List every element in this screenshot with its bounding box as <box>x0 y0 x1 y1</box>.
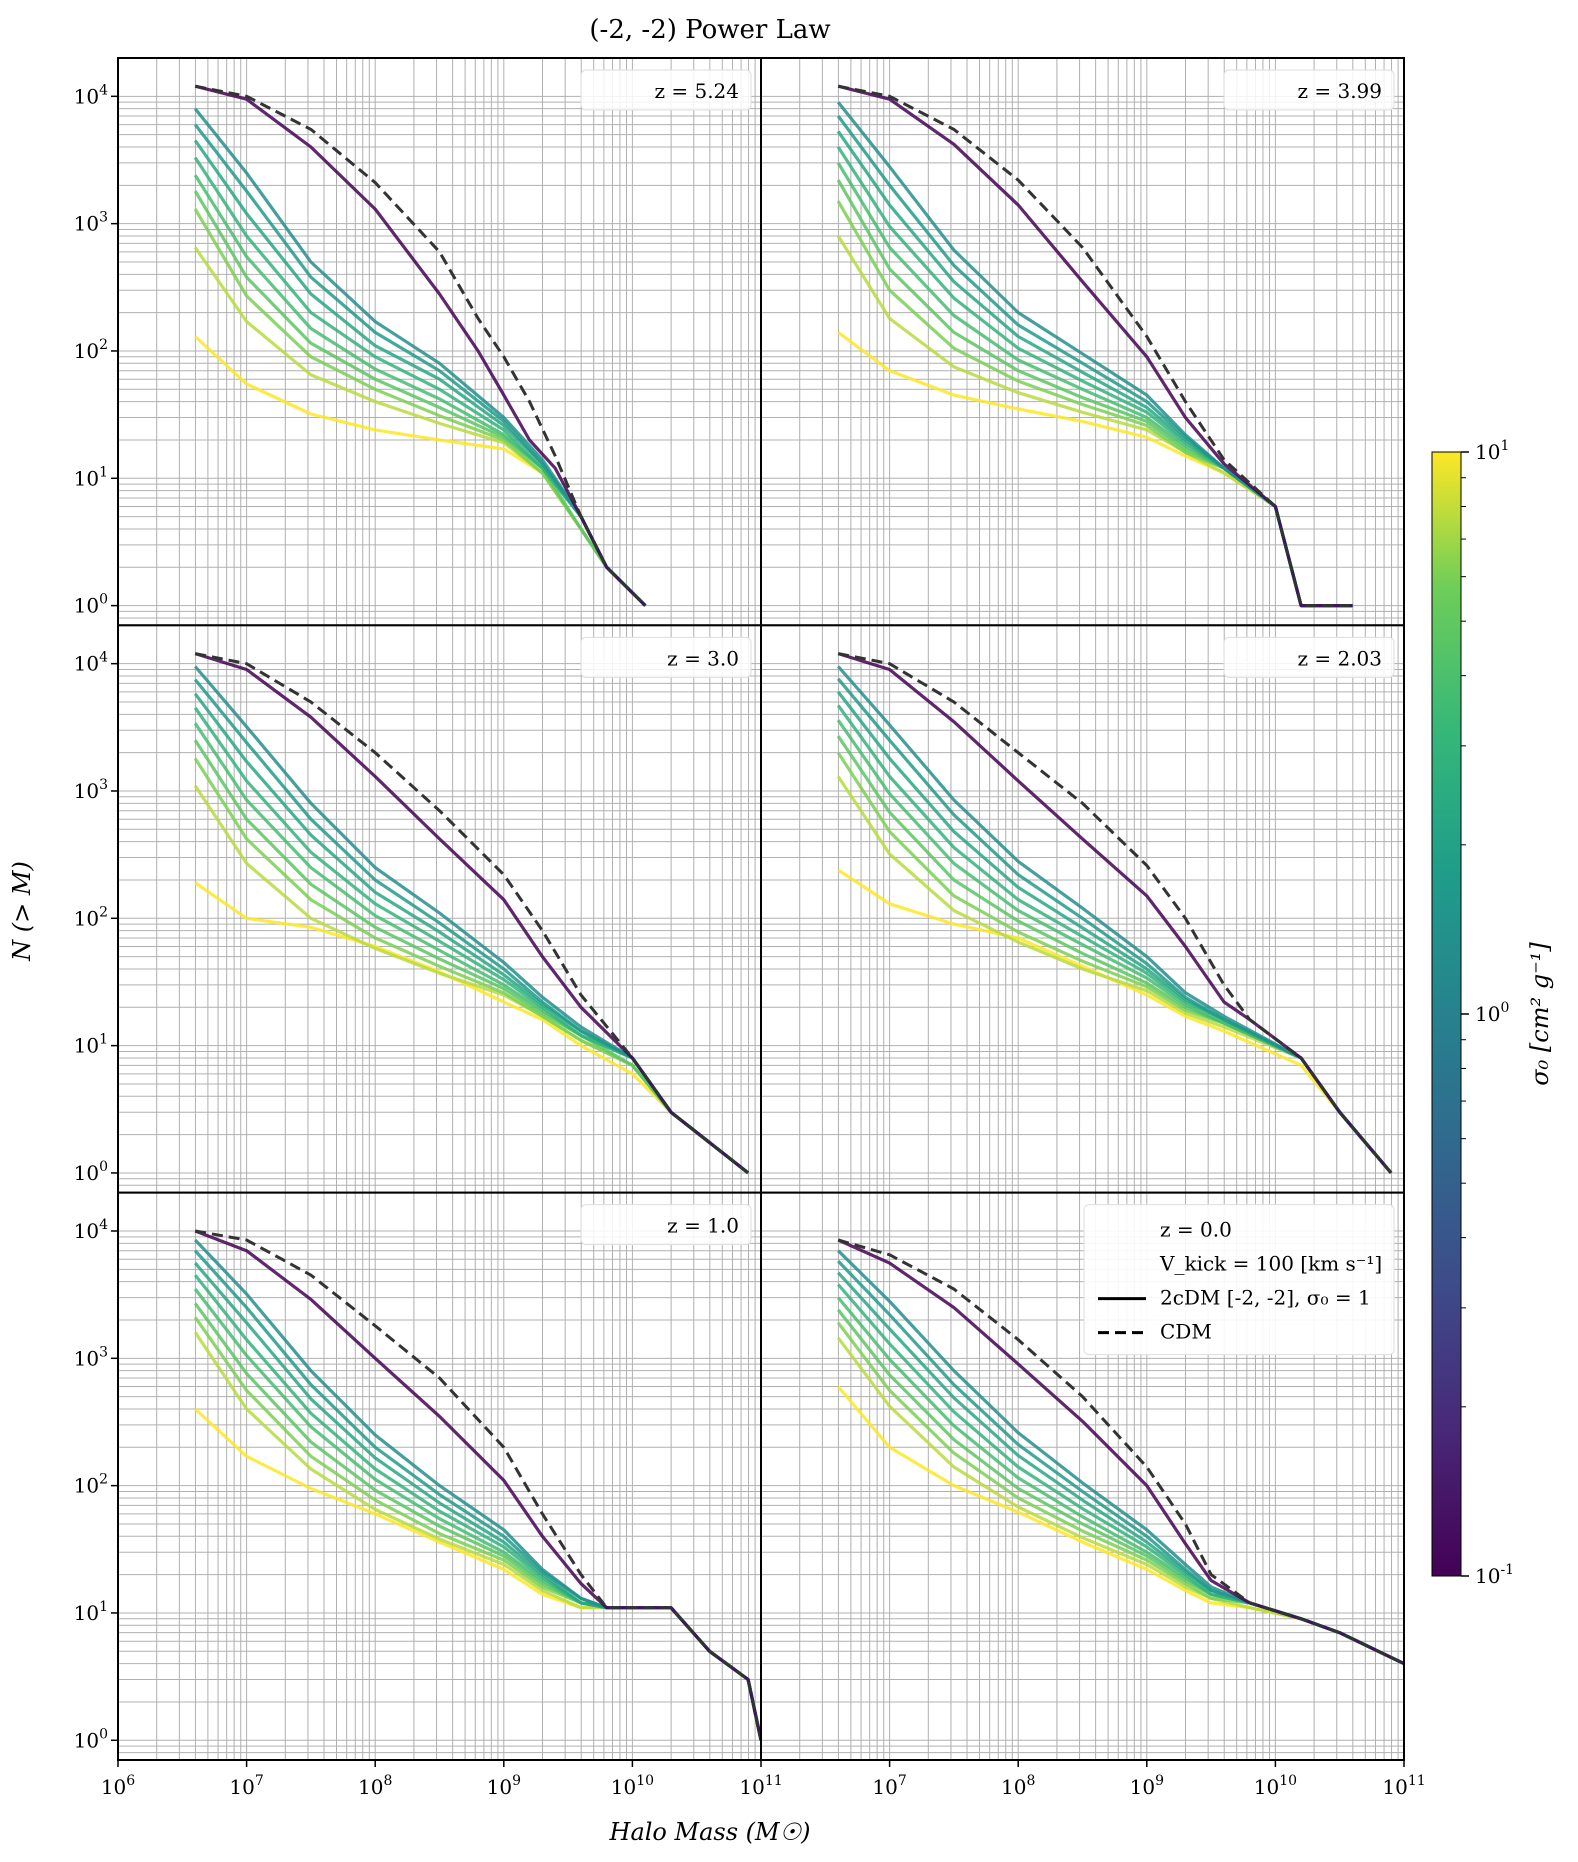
series-group <box>193 1229 761 1741</box>
y-tick-label: 104 <box>74 650 108 676</box>
legend-redshift-label: z = 0.0 <box>1160 1218 1232 1242</box>
cdm-line <box>837 652 1393 1174</box>
panel-5: 107 108 109 1010 1011 z = 0.0 V_kick = 100 [km… <box>760 1191 1426 1799</box>
colorbar-tick-label: 100 <box>1475 1000 1509 1026</box>
panel-legend-box <box>580 636 752 678</box>
panel-frame <box>760 1191 1405 1761</box>
y-tick-label: 100 <box>74 1726 108 1752</box>
series-line-sigma-0.1 <box>837 652 1393 1174</box>
series-line-sigma-4.7 <box>193 190 647 607</box>
x-tick-label: 1011 <box>1382 1773 1425 1799</box>
series-line-sigma-10 <box>194 881 750 1175</box>
y-tick-label: 101 <box>74 464 108 490</box>
panel-2: 100 101 102 103 104 z = 3.0 <box>74 624 762 1194</box>
y-tick-label: 102 <box>74 337 108 363</box>
colorbar <box>1431 451 1462 1577</box>
series-line-sigma-0.1 <box>837 84 1353 608</box>
series-group <box>193 652 750 1175</box>
x-axis-label: Halo Mass (M☉) <box>609 1818 811 1846</box>
x-tick-label: 1010 <box>611 1773 654 1799</box>
y-tick-label: 103 <box>74 210 108 236</box>
x-tick-label: 108 <box>1001 1773 1035 1799</box>
x-tick-label: 1011 <box>739 1773 782 1799</box>
legend-entry-label: CDM <box>1160 1320 1212 1344</box>
y-tick-label: 101 <box>74 1599 108 1625</box>
y-tick-label: 102 <box>74 904 108 930</box>
colorbar-label: σ₀ [cm² g⁻¹] <box>1526 942 1554 1086</box>
panel-legend-box <box>1223 69 1395 111</box>
series-group <box>836 1238 1404 1666</box>
legend-entry-label: 2cDM [-2, -2], σ₀ = 1 <box>1160 1286 1371 1310</box>
colorbar-tick-label: 101 <box>1475 438 1509 464</box>
grid <box>118 1192 761 1760</box>
chart-title: (-2, -2) Power Law <box>589 15 830 45</box>
panel-4: 100 101 102 103 104 106 107 108 109 1010 1011 z = 1… <box>74 1191 783 1799</box>
cdm-line <box>194 1229 761 1741</box>
cdm-line <box>194 652 750 1175</box>
series-group <box>836 84 1353 608</box>
y-tick-label: 100 <box>74 1159 108 1185</box>
series-line-sigma-10 <box>837 868 1393 1174</box>
x-tick-label: 1010 <box>1254 1773 1297 1799</box>
panel-legend-box <box>580 1204 752 1246</box>
panel-redshift-label: z = 3.99 <box>1297 79 1382 103</box>
panel-legend-box <box>1223 636 1395 678</box>
y-tick-label: 102 <box>74 1472 108 1498</box>
x-tick-label: 109 <box>487 1773 521 1799</box>
grid <box>118 58 761 626</box>
colorbar-ticks: 10-1 100 101 <box>1461 438 1514 1588</box>
series-line-sigma-4.7 <box>193 739 750 1175</box>
panel-redshift-label: z = 1.0 <box>667 1214 739 1238</box>
cdm-line <box>194 84 647 607</box>
legend-box <box>1083 1204 1395 1356</box>
cdm-line <box>837 84 1353 608</box>
y-tick-label: 101 <box>74 1032 108 1058</box>
panels: 100 101 102 103 104 z = 5.24 z = 3.99 100 101 102… <box>74 57 1426 1799</box>
series-group <box>836 652 1393 1174</box>
panel-background <box>118 625 761 1193</box>
panel-redshift-label: z = 5.24 <box>654 79 739 103</box>
y-axis-label: N (> M) <box>8 861 36 962</box>
y-tick-label: 103 <box>74 1344 108 1370</box>
panel-background <box>118 1192 761 1760</box>
colorbar-tick-label: 10-1 <box>1475 1562 1514 1588</box>
series-group <box>193 84 647 607</box>
panel-background <box>118 58 761 626</box>
x-tick-label: 108 <box>358 1773 392 1799</box>
panel-redshift-label: z = 3.0 <box>667 646 739 670</box>
panel-redshift-label: z = 2.03 <box>1297 646 1382 670</box>
cdm-line <box>837 1238 1404 1665</box>
x-tick-label: 106 <box>101 1773 135 1799</box>
series-line-sigma-0.1 <box>837 1238 1404 1666</box>
x-tick-label: 107 <box>872 1773 906 1799</box>
panel-3: z = 2.03 <box>760 624 1405 1194</box>
panel-background <box>761 58 1404 626</box>
panel-legend-box <box>580 69 752 111</box>
y-tick-label: 103 <box>74 777 108 803</box>
legend-vkick-label: V_kick = 100 [km s⁻¹] <box>1159 1252 1382 1276</box>
x-tick-label: 109 <box>1130 1773 1164 1799</box>
y-tick-label: 104 <box>74 1217 108 1243</box>
y-tick-label: 100 <box>74 592 108 618</box>
panel-0: 100 101 102 103 104 z = 5.24 <box>74 57 762 627</box>
x-tick-label: 107 <box>229 1773 263 1799</box>
panel-1: z = 3.99 <box>760 57 1405 627</box>
y-tick-label: 104 <box>74 82 108 108</box>
